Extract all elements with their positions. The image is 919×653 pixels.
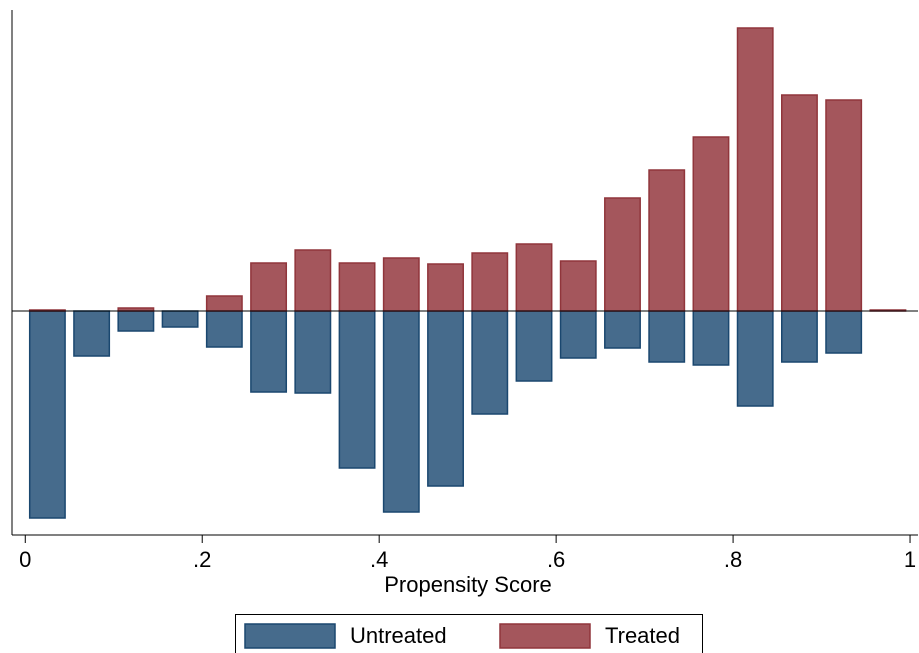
x-tick-label: .8	[724, 547, 742, 572]
bar	[692, 136, 730, 312]
x-axis-label: Propensity Score	[384, 572, 552, 597]
bar	[294, 249, 332, 312]
bar	[205, 295, 243, 312]
x-tick-label: 0	[19, 547, 31, 572]
bar	[648, 169, 686, 312]
x-tick-label: .4	[370, 547, 388, 572]
bar	[382, 310, 420, 513]
bar	[604, 197, 641, 312]
bar	[338, 310, 376, 469]
bar	[28, 310, 66, 519]
bar	[559, 260, 597, 312]
bar	[161, 310, 199, 328]
legend-swatch	[244, 623, 336, 649]
bar	[736, 27, 774, 312]
bar	[338, 262, 376, 312]
bar	[427, 263, 464, 312]
bar	[559, 310, 597, 359]
bar	[471, 310, 509, 415]
bar	[382, 257, 420, 312]
bar	[780, 94, 818, 312]
legend-swatch	[499, 623, 591, 649]
bar	[515, 243, 553, 312]
bar	[825, 310, 863, 354]
bar	[780, 310, 818, 363]
x-tick-label: 1	[904, 547, 916, 572]
bar	[736, 310, 774, 407]
bar	[604, 310, 641, 349]
legend-label: Untreated	[350, 623, 447, 648]
legend-label: Treated	[605, 623, 680, 648]
bar	[250, 310, 288, 393]
bar	[205, 310, 243, 348]
bar	[250, 262, 288, 312]
bar	[648, 310, 686, 363]
bar	[471, 252, 509, 312]
bar	[515, 310, 553, 382]
bar	[294, 310, 332, 394]
bar	[73, 310, 111, 357]
bar	[692, 310, 730, 366]
bar	[427, 310, 464, 487]
bar	[825, 99, 863, 312]
x-tick-label: .6	[547, 547, 565, 572]
bar	[117, 310, 155, 332]
x-tick-label: .2	[193, 547, 211, 572]
